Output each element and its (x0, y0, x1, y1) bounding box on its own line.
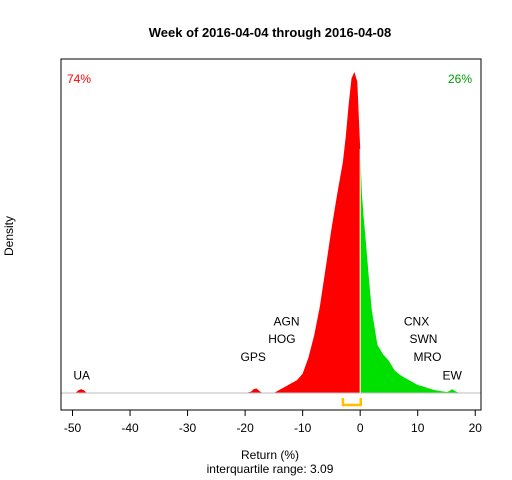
ticker-label: AGN (274, 315, 300, 329)
x-tick-label: -20 (236, 421, 254, 435)
negative-share-label: 74% (67, 72, 91, 86)
negative-density-area (75, 72, 361, 393)
ticker-label: HOG (268, 332, 295, 346)
x-axis-label: Return (%) (241, 448, 299, 462)
ticker-label: UA (73, 369, 90, 383)
x-tick-label: -40 (121, 421, 139, 435)
y-axis-label: Density (2, 216, 16, 256)
x-tick-label: 0 (357, 421, 364, 435)
x-tick-label: -50 (64, 421, 82, 435)
density-areas (75, 72, 461, 393)
chart-title: Week of 2016-04-04 through 2016-04-08 (149, 25, 392, 40)
iqr-bracket (341, 398, 363, 407)
x-tick-label: 10 (411, 421, 425, 435)
x-axis: -50 -40 -30 -20 -10 0 10 20 (64, 409, 483, 435)
ticker-label: GPS (240, 350, 265, 364)
ticker-label: EW (443, 369, 463, 383)
iqr-subtitle: interquartile range: 3.09 (207, 462, 334, 476)
ticker-label: MRO (413, 350, 441, 364)
x-tick-label: -10 (294, 421, 312, 435)
positive-density-area (360, 149, 461, 393)
ticker-label: CNX (404, 315, 429, 329)
x-tick-label: -30 (179, 421, 197, 435)
ticker-label: SWN (409, 332, 437, 346)
x-tick-label: 20 (469, 421, 483, 435)
positive-share-label: 26% (448, 72, 472, 86)
